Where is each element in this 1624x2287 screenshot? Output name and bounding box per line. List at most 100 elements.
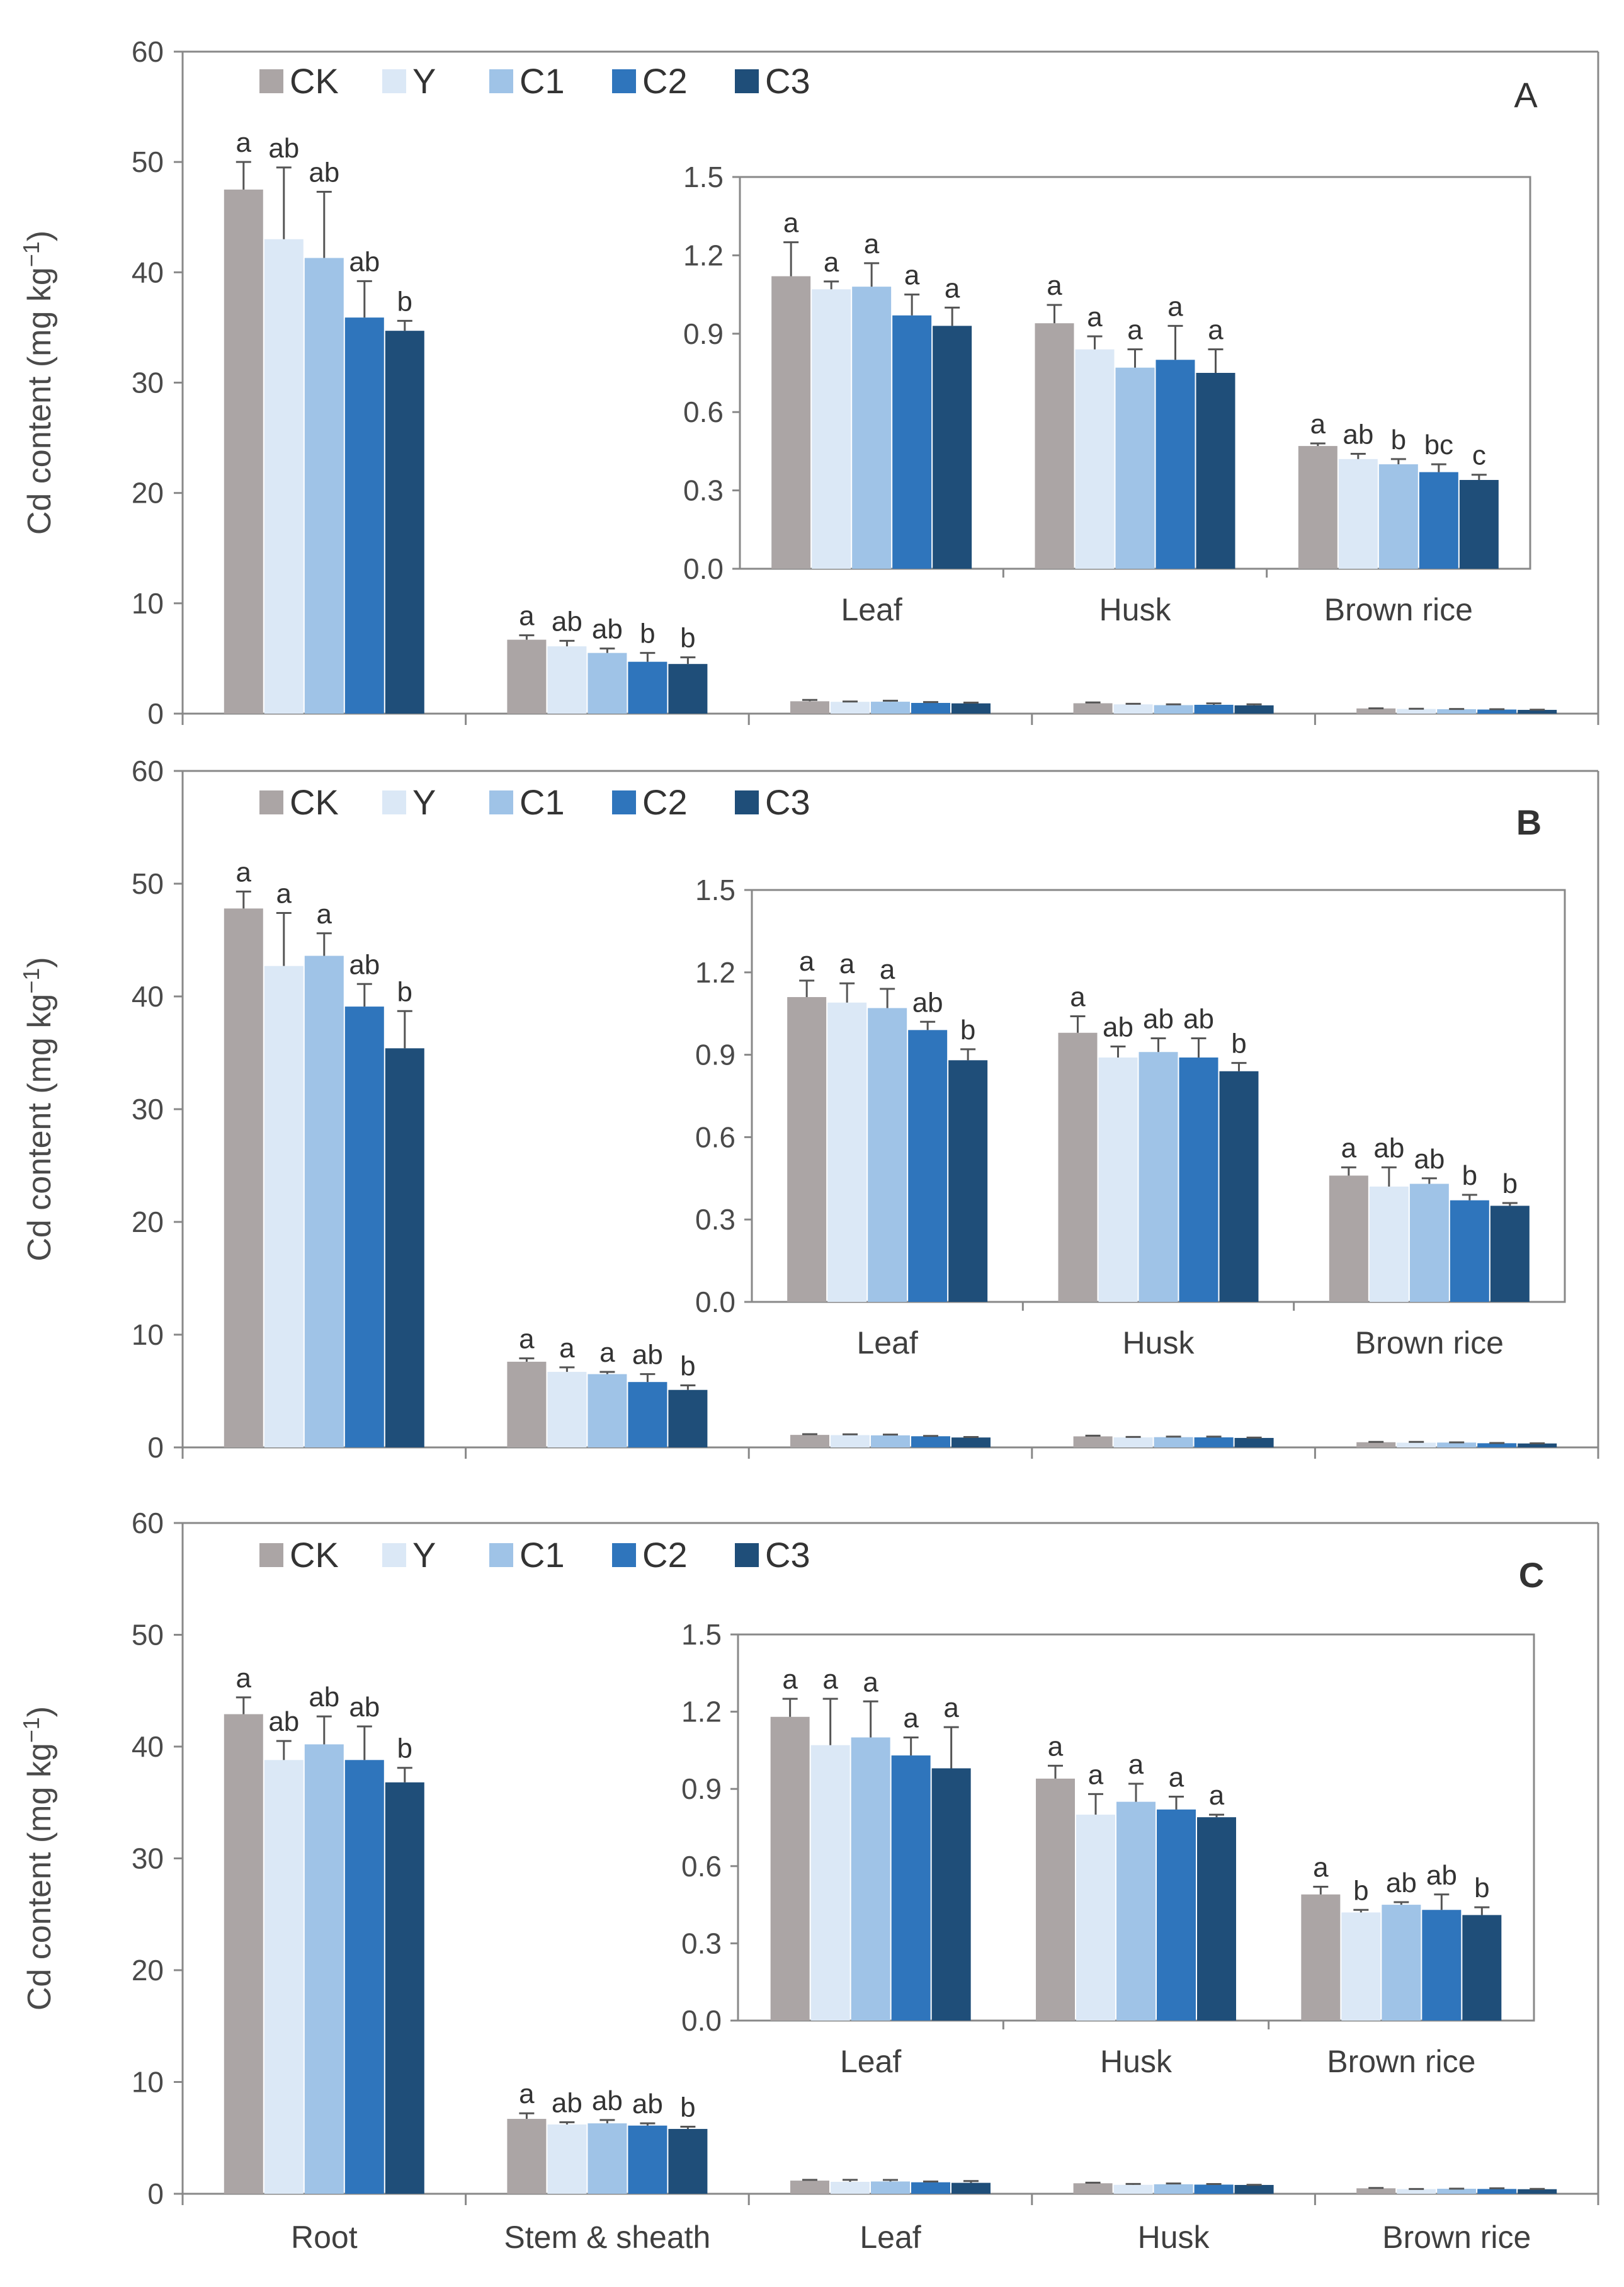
inset-sig-C3-0: a	[945, 273, 960, 304]
inset-sig-C3-0: b	[960, 1015, 975, 1046]
inset-bar-C1-2	[1382, 1905, 1421, 2021]
main-bar-CK-1	[507, 2119, 547, 2194]
legend-label-C2: C2	[642, 782, 688, 822]
main-bar-C3-1	[668, 1389, 708, 1447]
main-bar-Y-2	[831, 2182, 870, 2194]
inset-bar-C2-1	[1179, 1057, 1218, 1302]
main-sig-Y-0: ab	[268, 1706, 299, 1737]
inset-y-tick-label: 0.3	[683, 474, 724, 507]
main-sig-C1-1: ab	[592, 614, 623, 645]
x-category-label: Leaf	[860, 2220, 921, 2255]
main-bar-Y-0	[264, 239, 304, 714]
inset-bar-CK-0	[771, 276, 811, 569]
main-bar-CK-4	[1356, 708, 1396, 714]
main-bar-Y-4	[1397, 2189, 1436, 2194]
inset-sig-C1-1: ab	[1143, 1003, 1174, 1034]
main-sig-CK-1: a	[519, 1324, 535, 1355]
main-bar-Y-1	[547, 646, 587, 714]
main-bar-CK-2	[790, 701, 829, 714]
main-bar-C1-0	[304, 1744, 344, 2194]
main-bar-Y-3	[1113, 704, 1153, 714]
main-sig-Y-1: ab	[552, 606, 582, 637]
inset-y-tick-label: 1.2	[681, 1696, 722, 1728]
inset-bar-C3-0	[933, 326, 972, 569]
y-axis-label: Cd content (mg kg−1)	[18, 1706, 58, 2010]
legend-swatch-C3	[735, 1543, 759, 1567]
inset-bar-C3-2	[1462, 1915, 1502, 2021]
legend-swatch-C2	[612, 790, 636, 814]
main-sig-C3-1: b	[680, 623, 695, 654]
inset-bar-CK-2	[1298, 446, 1337, 569]
main-bar-C3-0	[385, 331, 424, 714]
y-tick-label: 40	[132, 980, 164, 1013]
inset-sig-CK-0: a	[799, 946, 815, 977]
main-bar-C1-0	[304, 258, 344, 714]
y-axis-label: Cd content (mg kg−1)	[18, 231, 58, 535]
inset-sig-Y-1: a	[1088, 1759, 1104, 1790]
legend-label-CK: CK	[290, 61, 339, 101]
x-category-label: Root	[291, 2220, 358, 2255]
legend-swatch-C3	[735, 790, 759, 814]
inset-sig-CK-1: a	[1047, 270, 1062, 301]
legend-swatch-C2	[612, 69, 636, 93]
inset-bar-C1-0	[868, 1008, 907, 1302]
main-bar-C1-1	[588, 1374, 627, 1447]
inset-sig-Y-0: a	[824, 247, 839, 278]
main-bar-Y-4	[1397, 1442, 1436, 1447]
y-tick-label: 10	[132, 2066, 164, 2099]
inset-sig-C2-1: a	[1169, 1762, 1184, 1793]
main-bar-Y-0	[264, 1760, 304, 2194]
y-tick-label: 10	[132, 1318, 164, 1351]
inset-y-tick-label: 0.9	[683, 317, 724, 350]
inset-y-tick-label: 1.5	[695, 874, 735, 906]
main-bar-C3-0	[385, 1782, 424, 2194]
main-bar-C2-0	[344, 1007, 384, 1447]
y-axis-label-close: )	[21, 1706, 58, 1717]
main-bar-C3-3	[1234, 705, 1274, 714]
inset-bar-C2-2	[1450, 1200, 1489, 1302]
inset-sig-CK-2: a	[1313, 1852, 1329, 1883]
legend-label-C2: C2	[642, 1535, 688, 1575]
main-sig-C1-0: ab	[309, 1682, 339, 1713]
main-bar-Y-0	[264, 966, 304, 1447]
inset-sig-CK-2: a	[1341, 1132, 1357, 1163]
main-bar-C1-4	[1437, 2189, 1477, 2194]
main-sig-CK-1: a	[519, 601, 535, 632]
inset-bar-C1-0	[851, 1737, 890, 2021]
inset-bar-C1-1	[1139, 1052, 1178, 1302]
inset-sig-CK-1: a	[1070, 982, 1086, 1013]
legend-swatch-Y	[382, 1543, 406, 1567]
inset-sig-C2-2: b	[1462, 1160, 1477, 1191]
inset-bar-Y-1	[1098, 1057, 1138, 1302]
inset-sig-CK-0: a	[782, 1664, 798, 1695]
inset-x-category-label: Leaf	[841, 592, 902, 627]
main-bar-C3-2	[951, 703, 991, 714]
inset-bar-Y-0	[812, 289, 851, 569]
inset-sig-C3-1: b	[1231, 1029, 1246, 1059]
main-sig-C3-1: b	[680, 1351, 695, 1382]
main-bar-C1-1	[588, 2123, 627, 2194]
main-bar-C3-3	[1234, 1437, 1274, 1447]
inset-bar-CK-1	[1036, 1778, 1075, 2021]
main-bar-C1-4	[1437, 709, 1477, 714]
inset-bar-C2-2	[1419, 472, 1458, 569]
main-bar-C3-4	[1518, 1443, 1557, 1447]
inset-x-category-label: Brown rice	[1355, 1325, 1504, 1360]
main-bar-CK-0	[224, 189, 263, 714]
inset-sig-C2-1: a	[1167, 291, 1183, 322]
inset-sig-Y-0: a	[822, 1664, 838, 1695]
main-bar-C1-4	[1437, 1442, 1477, 1447]
main-bar-C1-3	[1154, 2184, 1193, 2194]
legend-label-C3: C3	[765, 61, 810, 101]
legend-label-C2: C2	[642, 61, 688, 101]
inset-y-tick-label: 1.2	[695, 956, 735, 989]
y-axis-label-exponent: −1	[18, 241, 44, 267]
main-bar-CK-1	[507, 1361, 547, 1447]
legend-swatch-Y	[382, 69, 406, 93]
inset-x-category-label: Leaf	[857, 1325, 918, 1360]
main-bar-C2-2	[911, 2182, 950, 2194]
